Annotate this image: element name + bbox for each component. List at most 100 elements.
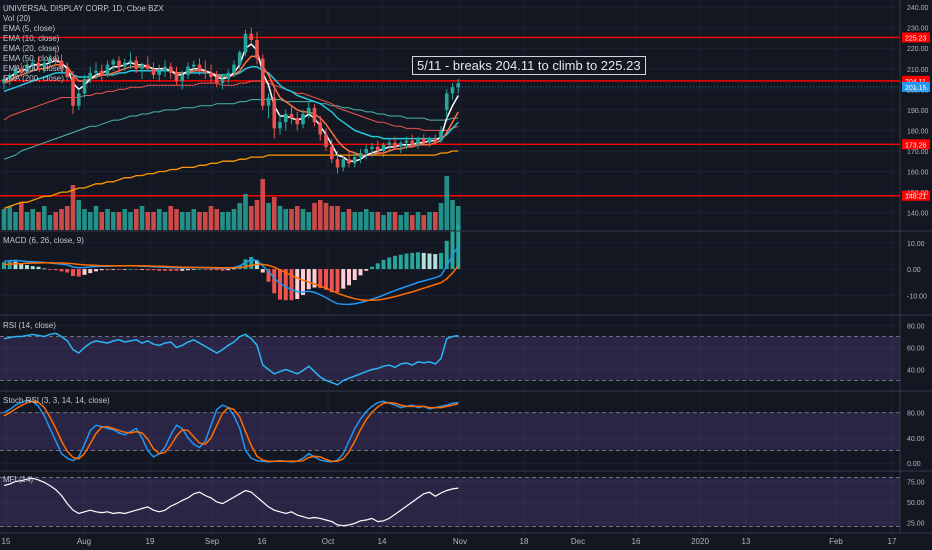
volume-bar <box>358 212 363 230</box>
volume-bar <box>7 206 13 230</box>
y-tick-label: 200.00 <box>907 87 929 94</box>
candle-body <box>232 64 236 73</box>
macd-histogram-bar <box>76 269 81 277</box>
volume-bar <box>352 212 358 230</box>
volume-bar <box>156 209 162 230</box>
stoch-d-line <box>3 400 459 463</box>
volume-bar <box>30 209 36 230</box>
legend-ema5: EMA (5, close) <box>3 24 56 33</box>
volume-bar <box>105 209 110 230</box>
macd-histogram-bar <box>65 269 70 273</box>
volume-bar <box>47 215 53 230</box>
candle-body <box>186 66 190 75</box>
candle-body <box>398 142 403 147</box>
candle-body <box>71 76 75 106</box>
y-tick-label: 150.00 <box>907 190 929 197</box>
candle-body <box>381 144 386 151</box>
volume-bar <box>191 209 197 230</box>
candle-body <box>416 138 420 145</box>
volume-bar <box>432 212 438 230</box>
candle-body <box>82 79 87 94</box>
candle-body <box>347 159 351 164</box>
candle-body <box>214 76 219 84</box>
rsi-legend: RSI (14, close) <box>3 321 56 330</box>
legend-ema10: EMA (10, close) <box>3 34 60 43</box>
level-tag <box>902 139 930 150</box>
candle-body <box>278 122 282 129</box>
volume-bar <box>312 203 317 230</box>
candle-body <box>427 138 432 143</box>
grid-lines <box>0 0 900 532</box>
macd-histogram-bar <box>335 269 340 293</box>
macd-histogram-bar <box>214 269 219 271</box>
candle-body <box>203 70 208 73</box>
candle-body <box>180 74 185 82</box>
macd-pane <box>2 225 461 306</box>
candle-body <box>306 107 311 114</box>
candle-body <box>444 93 449 110</box>
candle-body <box>301 113 305 125</box>
macd-histogram-bar <box>134 269 139 270</box>
candle-body <box>53 58 58 61</box>
level-label: 148.21 <box>905 194 927 201</box>
volume-bar <box>174 209 179 230</box>
macd-histogram-bar <box>358 269 363 276</box>
chart-title: UNIVERSAL DISPLAY CORP, 1D, Cboe BZX <box>3 4 164 13</box>
macd-histogram-bar <box>295 269 300 300</box>
volume-bar <box>427 212 432 230</box>
volume-bar <box>13 212 18 230</box>
volume-bar <box>294 206 300 230</box>
macd-histogram-bar <box>341 269 346 289</box>
volume-bar <box>404 212 409 230</box>
macd-histogram-bar <box>421 252 426 270</box>
candle-body <box>157 70 162 75</box>
candle-body <box>375 146 380 151</box>
candle-body <box>335 159 340 168</box>
y-tick-label: 25.00 <box>907 520 925 527</box>
y-tick-label: 80.00 <box>907 411 925 418</box>
volume-bar <box>208 206 214 230</box>
macd-histogram-bar <box>381 259 386 270</box>
macd-histogram-bar <box>427 253 432 270</box>
macd-histogram-bar <box>197 269 202 270</box>
volume-bar <box>87 212 93 230</box>
volume-bar <box>306 212 312 230</box>
y-tick-label: 170.00 <box>907 149 929 156</box>
volume-bar <box>82 209 87 230</box>
y-tick-label: 75.00 <box>907 480 925 487</box>
candle-body <box>404 140 409 143</box>
legend-volume: Vol (20) <box>3 14 31 23</box>
macd-histogram-bar <box>220 269 225 271</box>
x-tick-label: 13 <box>742 537 751 546</box>
volume-bar <box>260 179 266 230</box>
level-tag <box>902 190 930 201</box>
volume-bar <box>24 212 30 230</box>
candle-body <box>439 130 443 141</box>
volume-bar <box>168 206 174 230</box>
macd-signal-line <box>3 262 459 302</box>
candlesticks <box>2 27 461 174</box>
y-tick-label: 220.00 <box>907 46 929 53</box>
macd-histogram-bar <box>387 257 392 270</box>
volume-bar <box>444 176 450 230</box>
volume-bar <box>369 212 375 230</box>
macd-histogram-bar <box>25 265 29 270</box>
macd-histogram-bar <box>364 269 369 271</box>
macd-histogram-bar <box>59 269 64 272</box>
macd-histogram-bar <box>99 269 104 271</box>
y-tick-label: 140.00 <box>907 211 929 218</box>
candle-body <box>341 159 346 168</box>
volume-bar <box>254 200 260 230</box>
stoch-rsi-pane <box>3 399 459 463</box>
macd-histogram-bar <box>48 269 52 270</box>
macd-histogram-bar <box>352 269 357 281</box>
volume-bar <box>36 212 41 230</box>
candle-body <box>140 64 144 69</box>
volume-bar <box>128 212 133 230</box>
candle-body <box>13 68 18 75</box>
volume-bar <box>335 206 340 230</box>
macd-histogram-bar <box>30 266 35 270</box>
macd-histogram-bar <box>36 266 41 270</box>
candle-body <box>48 58 52 63</box>
